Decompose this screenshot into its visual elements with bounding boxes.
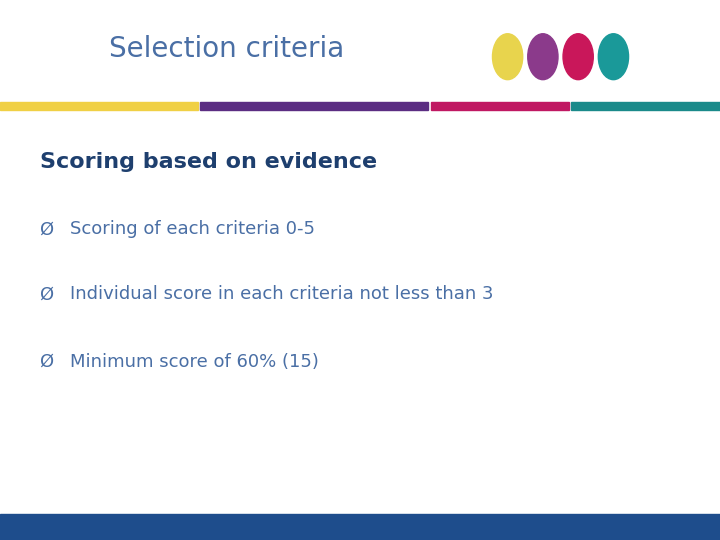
Text: Ø: Ø	[40, 353, 54, 371]
Text: Minimum score of 60% (15): Minimum score of 60% (15)	[70, 353, 319, 371]
Text: Ø: Ø	[40, 220, 54, 239]
Text: Scoring based on evidence: Scoring based on evidence	[40, 152, 377, 172]
Text: Scoring of each criteria 0-5: Scoring of each criteria 0-5	[70, 220, 315, 239]
Bar	[431, 102, 569, 110]
Bar	[0, 102, 198, 110]
Ellipse shape	[492, 33, 523, 80]
Bar	[571, 102, 720, 110]
Ellipse shape	[563, 33, 593, 80]
Ellipse shape	[528, 33, 558, 80]
Bar	[0, 514, 720, 540]
Text: Selection criteria: Selection criteria	[109, 35, 344, 63]
Text: Individual score in each criteria not less than 3: Individual score in each criteria not le…	[70, 285, 493, 303]
Text: Ø: Ø	[40, 285, 54, 303]
Ellipse shape	[598, 33, 629, 80]
Bar	[200, 102, 428, 110]
